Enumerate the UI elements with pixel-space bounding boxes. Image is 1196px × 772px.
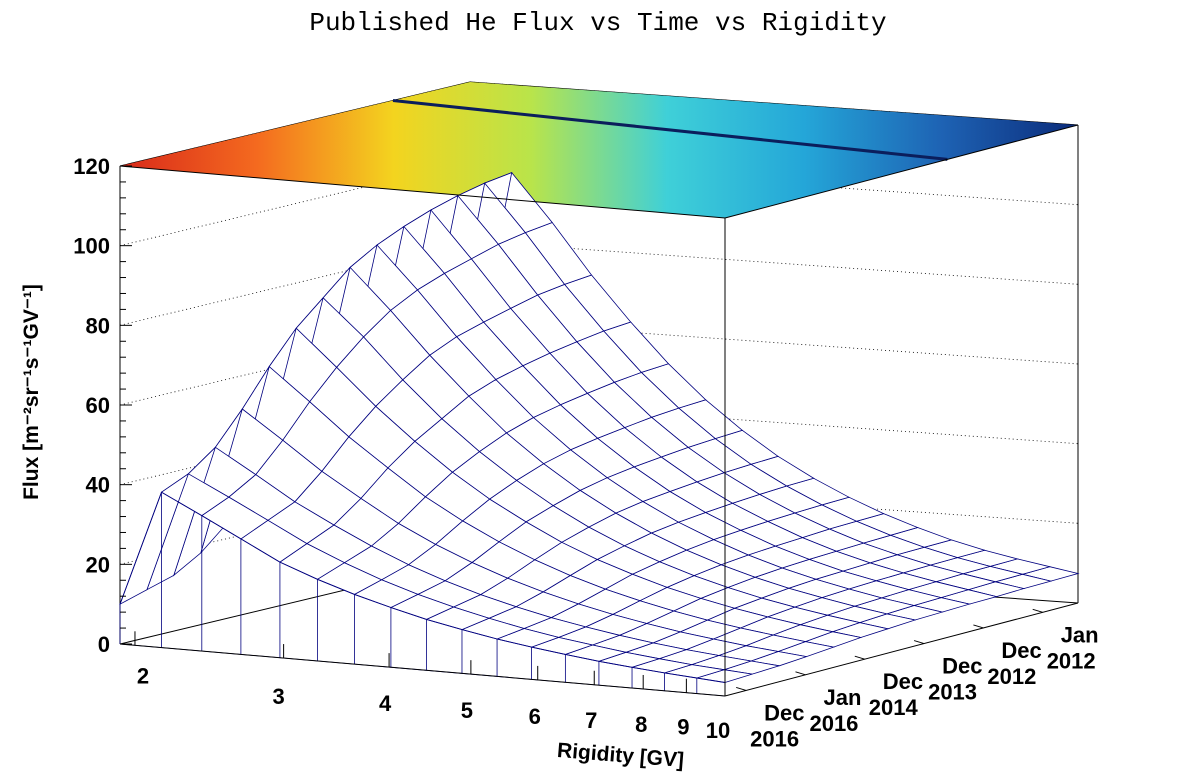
x-tick-label: 6 [529, 704, 541, 729]
y-tick-label: Dec 2016 [750, 700, 804, 751]
x-tick-label: 5 [461, 698, 473, 723]
y-tick-label-year: 2016 [809, 711, 858, 736]
y-tick-label-month: Jan [1061, 622, 1099, 647]
frame-top-edge [119, 165, 726, 219]
z-tick-label: 0 [98, 632, 110, 657]
y-major-tick [1032, 608, 1043, 613]
frame-edge-front [119, 643, 726, 697]
y-tick-label-month: Dec [764, 700, 804, 725]
surface-wireframe [119, 171, 1080, 697]
y-tick-label-month: Dec [1001, 638, 1041, 663]
y-tick-label: Dec 2013 [928, 654, 982, 705]
surface-front-edge [119, 491, 726, 683]
x-axis-title: Rigidity [GV] [556, 739, 685, 772]
z-tick-label: 20 [86, 552, 110, 577]
y-tick-label: Dec 2012 [987, 638, 1041, 689]
x-tick-label: 7 [585, 708, 597, 733]
frame-front [119, 124, 1079, 697]
tick-marks [120, 165, 1043, 696]
colormap-projection [120, 82, 1078, 218]
y-major-tick [854, 655, 865, 660]
y-major-tick [795, 671, 806, 676]
frame-top-edge [724, 124, 1079, 219]
y-tick-label-year: 2014 [869, 695, 919, 720]
y-tick-label-year: 2012 [987, 664, 1036, 689]
y-tick-label: Jan 2016 [809, 685, 861, 736]
x-tick-label: 10 [706, 718, 730, 743]
z-axis-title: Flux [m⁻²sr⁻¹s⁻¹GV⁻¹] [20, 284, 43, 500]
y-tick-label-month: Dec [883, 669, 923, 694]
y-tick-label: Jan 2012 [1047, 622, 1099, 673]
y-major-tick [913, 640, 925, 645]
colormap-plane [120, 82, 1078, 218]
y-tick-label-year: 2012 [1047, 648, 1096, 673]
x-tick-label: 2 [137, 663, 149, 688]
z-tick-label: 100 [73, 234, 110, 259]
x-tick-label: 8 [635, 712, 647, 737]
z-tick-label: 120 [73, 154, 110, 179]
z-tick-label: 40 [86, 473, 110, 498]
y-tick-label-month: Dec [942, 654, 982, 679]
y-tick-label-year: 2013 [928, 680, 977, 705]
x-tick-label: 3 [272, 684, 284, 709]
y-major-tick [973, 624, 984, 629]
y-tick-label: Dec 2014 [869, 669, 923, 720]
chart-title: Published He Flux vs Time vs Rigidity [309, 8, 887, 38]
colormap-band [392, 98, 948, 161]
y-tick-label-year: 2016 [750, 726, 799, 751]
y-major-tick [736, 686, 747, 691]
y-tick-label-month: Jan [823, 685, 861, 710]
frame-edge-right [724, 602, 1079, 697]
z-tick-label: 80 [86, 313, 110, 338]
x-tick-label: 9 [677, 715, 689, 740]
x-tick-label: 4 [379, 691, 392, 716]
z-tick-label: 60 [86, 393, 110, 418]
